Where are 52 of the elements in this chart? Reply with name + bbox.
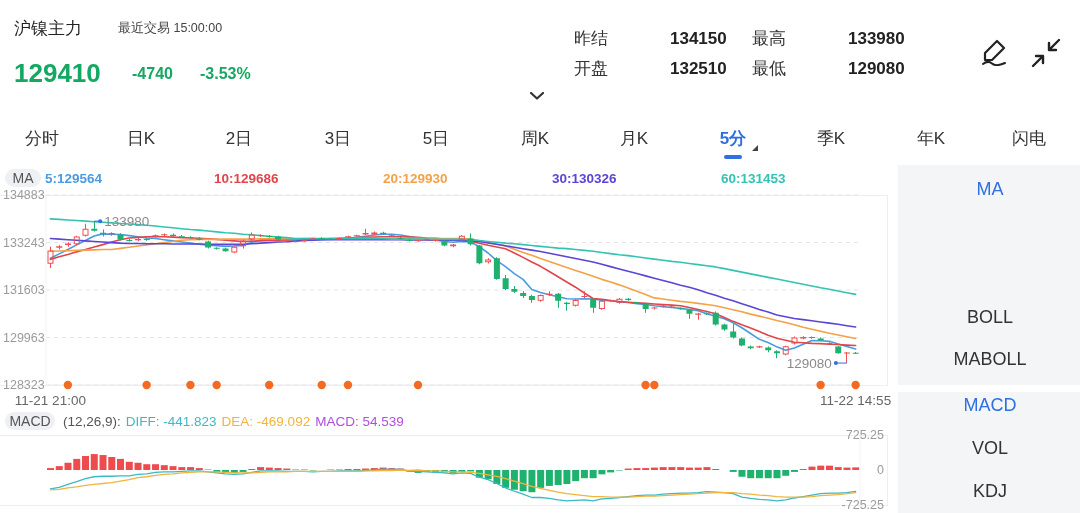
text: VOL [971, 438, 1009, 458]
chart-title: MACD [9, 413, 51, 429]
text: 日K [126, 128, 156, 148]
text: DEA: -469.092 [221, 413, 311, 429]
text: MACD [963, 395, 1017, 415]
text: MABOLL [953, 349, 1027, 369]
y-tick-label: -725.25 [841, 498, 885, 512]
text: 60:131453 [721, 170, 786, 186]
legend-title: (12,26,9): [63, 413, 121, 429]
text: 10:129686 [214, 170, 279, 186]
text: 3日 [324, 128, 352, 148]
x-tick-label: 11-21 21:00 [14, 392, 86, 408]
text: KDJ [972, 481, 1008, 501]
text: 最近交易 15:00:00 [118, 20, 223, 35]
text: MA [976, 179, 1004, 199]
text: 开盘 [574, 58, 608, 78]
text: 闪电 [1012, 128, 1046, 148]
y-tick-label: 0 [877, 463, 885, 477]
text: 沪镍主力 [14, 18, 82, 38]
text: -4740 [132, 65, 173, 82]
text: 最低 [752, 58, 786, 78]
text: 2日 [225, 128, 253, 148]
text: 5:129564 [45, 170, 103, 186]
text: 5分 [719, 128, 747, 148]
y-tick-label: 128323 [3, 378, 45, 392]
text: 季K [816, 128, 846, 148]
y-tick-label: 129963 [3, 330, 45, 345]
text: 134150 [670, 28, 727, 48]
text: 月K [619, 128, 649, 148]
text: -3.53% [200, 65, 251, 82]
x-tick-label: 11-22 14:55 [820, 392, 892, 408]
text: 129080 [848, 58, 905, 78]
text: 30:130326 [552, 170, 617, 186]
text: 昨结 [574, 28, 608, 48]
text: 132510 [670, 58, 727, 78]
y-tick-label: 133243 [3, 235, 45, 250]
y-tick-label: 725.25 [845, 428, 885, 442]
text: MACD: 54.539 [315, 413, 404, 429]
text: DIFF: -441.823 [125, 413, 217, 429]
y-tick-label: 134883 [3, 188, 45, 202]
text: 最高 [752, 28, 786, 48]
text: 周K [520, 128, 550, 148]
text: 分时 [25, 128, 59, 148]
text: 20:129930 [383, 170, 448, 186]
y-tick-label: 131603 [3, 283, 45, 297]
annotation: 129080 [786, 355, 832, 371]
text: 129410 [14, 58, 101, 88]
text: 133980 [848, 28, 905, 48]
text: BOLL [966, 307, 1014, 327]
text: 5日 [422, 128, 450, 148]
chart-title: MA [12, 170, 34, 186]
text: 年K [916, 128, 946, 148]
